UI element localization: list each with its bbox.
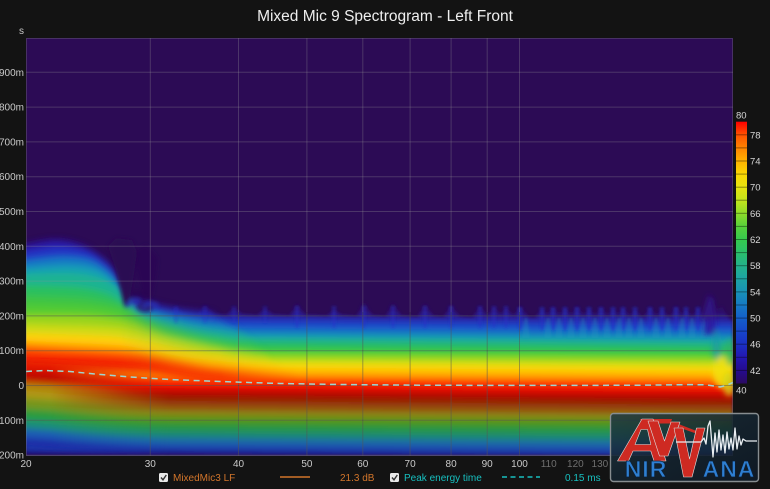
svg-text:40: 40 xyxy=(736,386,747,397)
svg-text:58: 58 xyxy=(750,261,761,272)
svg-text:90: 90 xyxy=(482,459,494,470)
svg-text:50: 50 xyxy=(301,459,313,470)
svg-text:46: 46 xyxy=(750,340,761,351)
svg-text:78: 78 xyxy=(750,130,761,141)
svg-text:ANA: ANA xyxy=(703,456,756,482)
svg-text:900m: 900m xyxy=(0,68,24,79)
svg-text:54: 54 xyxy=(750,287,761,298)
svg-text:NIR: NIR xyxy=(625,456,668,482)
svg-text:-200m: -200m xyxy=(0,451,24,462)
svg-text:300m: 300m xyxy=(0,277,24,288)
svg-text:400m: 400m xyxy=(0,242,24,253)
svg-text:130: 130 xyxy=(592,459,609,470)
svg-text:110: 110 xyxy=(541,459,557,470)
svg-text:30: 30 xyxy=(145,459,157,470)
svg-text:700m: 700m xyxy=(0,137,24,148)
svg-text:70: 70 xyxy=(750,183,761,194)
svg-text:0.15 ms: 0.15 ms xyxy=(565,473,601,484)
svg-text:42: 42 xyxy=(750,366,761,377)
svg-text:60: 60 xyxy=(357,459,369,470)
svg-text:-100m: -100m xyxy=(0,416,24,427)
svg-text:800m: 800m xyxy=(0,103,24,114)
svg-text:s: s xyxy=(19,26,24,37)
svg-text:62: 62 xyxy=(750,235,761,246)
svg-text:21.3 dB: 21.3 dB xyxy=(340,473,375,484)
svg-text:80: 80 xyxy=(736,111,747,122)
svg-text:70: 70 xyxy=(405,459,417,470)
svg-text:74: 74 xyxy=(750,157,761,168)
svg-text:100m: 100m xyxy=(0,346,24,357)
svg-text:600m: 600m xyxy=(0,172,24,183)
svg-text:66: 66 xyxy=(750,209,761,220)
svg-text:Peak energy time: Peak energy time xyxy=(404,473,482,484)
svg-text:80: 80 xyxy=(446,459,458,470)
svg-text:40: 40 xyxy=(233,459,245,470)
svg-text:200m: 200m xyxy=(0,311,24,322)
svg-text:0: 0 xyxy=(18,381,24,392)
svg-text:50: 50 xyxy=(750,314,761,325)
svg-text:120: 120 xyxy=(567,459,584,470)
svg-text:100: 100 xyxy=(511,459,528,470)
svg-text:20: 20 xyxy=(20,459,32,470)
svg-text:MixedMic3 LF: MixedMic3 LF xyxy=(173,473,235,484)
svg-text:Mixed Mic 9 Spectrogram - Left: Mixed Mic 9 Spectrogram - Left Front xyxy=(257,8,514,25)
svg-text:500m: 500m xyxy=(0,207,24,218)
